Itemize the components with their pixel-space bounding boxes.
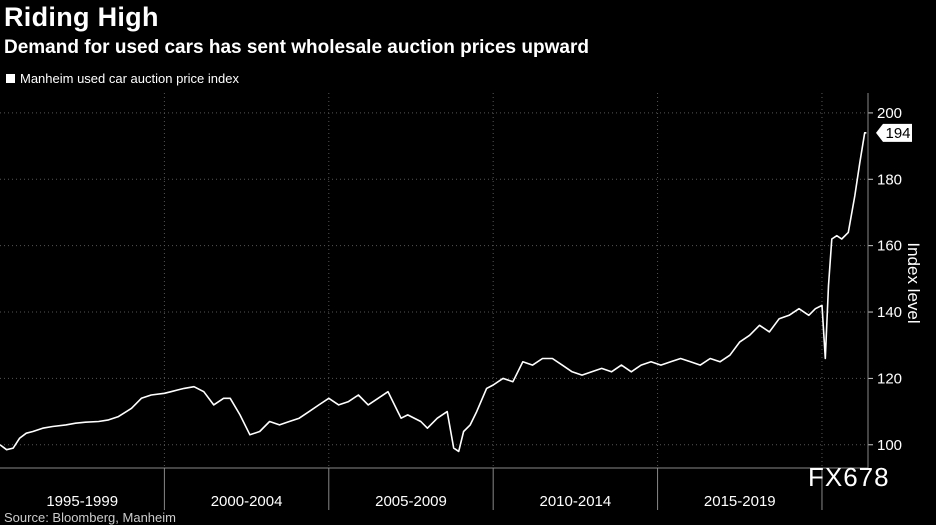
last-value-label: 194 (885, 125, 910, 142)
legend-swatch-icon (6, 74, 15, 83)
y-tick-label: 200 (877, 105, 902, 122)
y-tick-label: 180 (877, 171, 902, 188)
y-tick-label: 120 (877, 370, 902, 387)
x-tick-label: 2000-2004 (211, 493, 283, 510)
series-line (0, 132, 867, 453)
watermark: FX678 (808, 462, 890, 492)
legend-label: Manheim used car auction price index (20, 71, 239, 86)
x-tick-label: 2005-2009 (375, 493, 447, 510)
x-tick-label: 2015-2019 (704, 493, 776, 510)
y-tick-label: 160 (877, 238, 902, 255)
chart-legend: Manheim used car auction price index (6, 71, 239, 86)
x-tick-label: 1995-1999 (46, 493, 118, 510)
chart-title: Riding High (4, 2, 159, 32)
last-value-tag (876, 123, 912, 142)
y-tick-label: 140 (877, 304, 902, 321)
source-note: Source: Bloomberg, Manheim (4, 510, 176, 525)
y-axis-label: Index level (904, 242, 923, 324)
x-tick-label: 2010-2014 (540, 493, 612, 510)
y-tick-label: 100 (877, 437, 902, 454)
chart-subtitle: Demand for used cars has sent wholesale … (4, 37, 589, 58)
